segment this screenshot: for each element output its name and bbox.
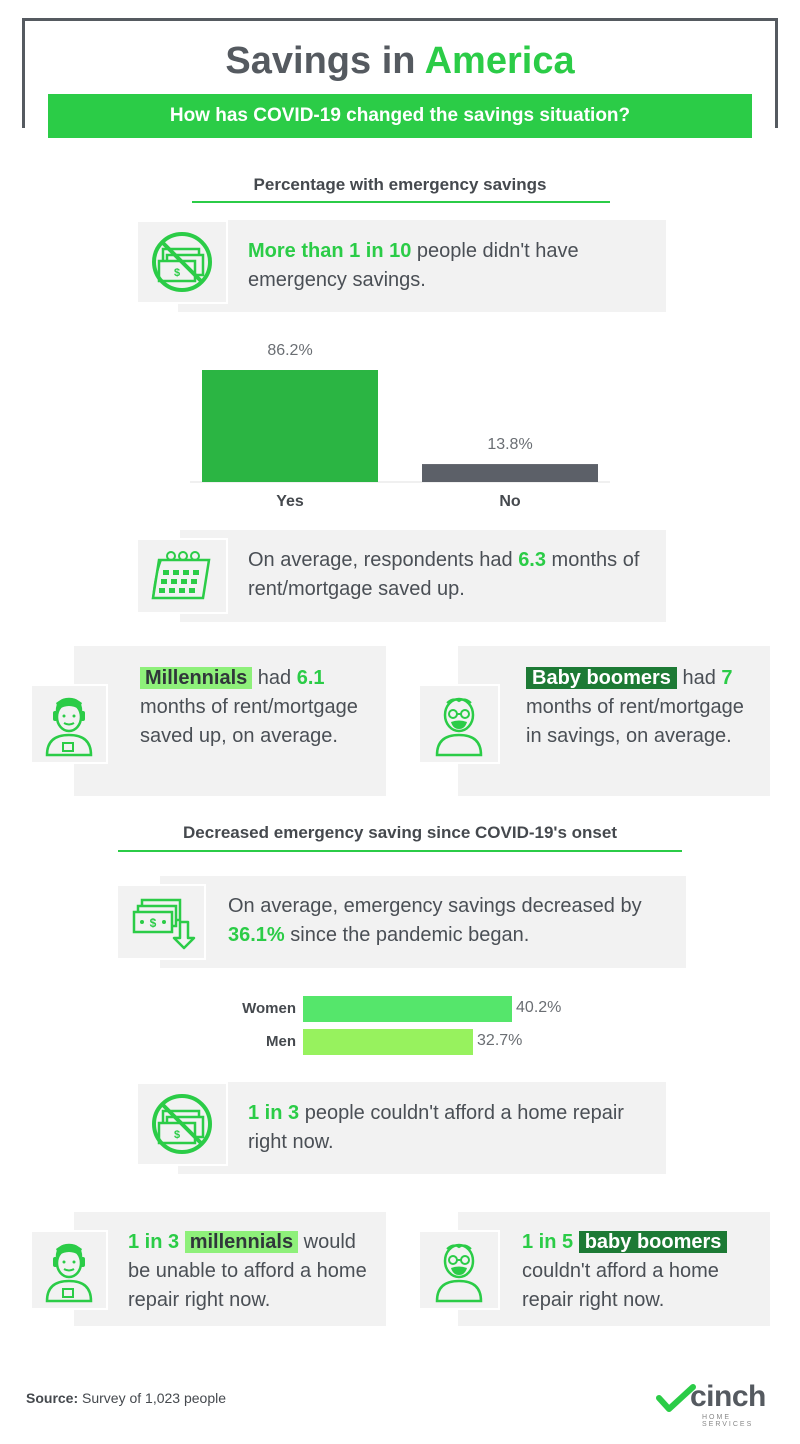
hbar-value-women: 40.2% [516, 999, 562, 1016]
source-label: Source: [26, 1390, 79, 1406]
rent-card [180, 530, 666, 622]
repair-highlight: 1 in 3 [248, 1102, 300, 1124]
boomers-value: 7 [721, 667, 733, 689]
millennials-tag: Millennials [140, 667, 253, 689]
svg-text:$: $ [174, 267, 180, 279]
decrease-text2: since the pandemic began. [284, 924, 530, 946]
millennials-text: Millennials had 6.1 months of rent/mortg… [140, 664, 372, 751]
cinch-logo-sub: HOME SERVICES [702, 1414, 754, 1428]
rent-highlight: 6.3 [518, 549, 546, 571]
boomers-text2: months of rent/mortgage in savings, on a… [526, 696, 744, 747]
no-money-icon: $ [136, 220, 228, 304]
section2-rule [118, 850, 682, 852]
boomer-person-icon-2 [418, 1230, 500, 1310]
title-part1: Savings in [225, 40, 425, 82]
bar-yes [202, 370, 378, 482]
boomers-tag: Baby boomers [526, 667, 677, 689]
millennials-repair-text: 1 in 3 millennials would be unable to af… [128, 1228, 380, 1315]
millennials-repair-body: would be unable to afford a home repair … [128, 1231, 367, 1311]
millennials-repair-ratio: 1 in 3 [128, 1231, 180, 1253]
no-savings-highlight: More than 1 in 10 [248, 240, 412, 262]
millennials-repair-tag: millennials [184, 1231, 299, 1253]
millennials-text2: months of rent/mortgage saved up, on ave… [140, 696, 358, 747]
hbar-value-men: 32.7% [477, 1032, 523, 1049]
hbar-label-women: Women [242, 1000, 296, 1017]
boomers-repair-tag: baby boomers [578, 1231, 728, 1253]
millennial-person-icon [30, 684, 108, 764]
decrease-text: On average, emergency savings decreased … [228, 892, 678, 950]
cinch-logo-text: cinch [690, 1380, 766, 1413]
cinch-logo: cinch HOME SERVICES [656, 1378, 776, 1428]
savings-bar-chart-svg [190, 370, 610, 483]
source-text: Survey of 1,023 people [78, 1390, 227, 1406]
boomers-repair-text: 1 in 5 baby boomers couldn't afford a ho… [522, 1228, 762, 1315]
title-accent: America [424, 40, 575, 82]
boomers-repair-body: couldn't afford a home repair right now. [522, 1260, 719, 1311]
rent-text1: On average, respondents had [248, 549, 519, 571]
section1-heading: Percentage with emergency savings [253, 175, 547, 194]
bar-value-yes: 86.2% [267, 342, 313, 359]
page-title: Savings in America [0, 40, 800, 83]
no-savings-body: people didn't have emergency savings. [248, 240, 579, 291]
repair-card [178, 1082, 666, 1174]
boomers-text: Baby boomers had 7 months of rent/mortga… [526, 664, 762, 751]
bar-category-yes: Yes [276, 493, 304, 510]
money-down-icon: $ [116, 884, 206, 960]
bar-category-no: No [499, 493, 521, 510]
repair-body: people couldn't afford a home repair rig… [248, 1102, 624, 1153]
rent-text2: months of rent/mortgage saved up. [248, 549, 640, 600]
decrease-card [160, 876, 686, 968]
boomers-repair-ratio: 1 in 5 [522, 1231, 574, 1253]
section2-heading: Decreased emergency saving since COVID-1… [183, 823, 617, 842]
decrease-text1: On average, emergency savings decreased … [228, 895, 642, 917]
page-subtitle: How has COVID-19 changed the savings sit… [48, 94, 752, 138]
millennial-person-icon-2 [30, 1230, 108, 1310]
no-savings-text: More than 1 in 10 people didn't have eme… [248, 237, 648, 295]
boomers-text1: had [676, 667, 722, 689]
hbar-men [303, 1029, 474, 1055]
millennials-text1: had [252, 667, 297, 689]
bar-no [422, 464, 598, 482]
bar-value-no: 13.8% [487, 436, 533, 454]
millennials-value: 6.1 [296, 667, 325, 689]
decrease-highlight: 36.1% [228, 924, 285, 946]
no-money-icon-2: $ [136, 1082, 228, 1166]
savings-bar-chart [190, 335, 610, 515]
hbar-women [303, 996, 513, 1022]
cinch-logo-icon [656, 1384, 696, 1412]
repair-text: 1 in 3 people couldn't afford a home rep… [248, 1099, 648, 1157]
svg-text:$: $ [174, 1129, 180, 1141]
hbar-label-men: Men [266, 1033, 296, 1050]
calendar-icon [136, 538, 228, 614]
section1-rule [192, 201, 610, 203]
rent-text: On average, respondents had 6.3 months o… [248, 546, 648, 604]
svg-text:$: $ [150, 916, 157, 930]
boomer-person-icon [418, 684, 500, 764]
no-savings-card [178, 220, 666, 312]
source-note: Source: Survey of 1,023 people [26, 1390, 226, 1406]
